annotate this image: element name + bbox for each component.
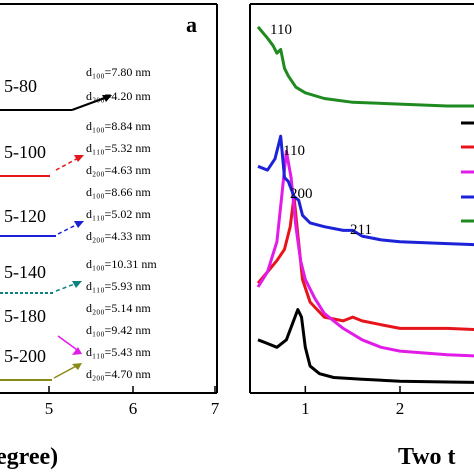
sample-5-140: 5-140 d₁₀₀=10.31 nm d₁₁₀=5.93 nm [0,257,157,294]
panel-b-xtick-label: 1 [301,399,310,418]
sample-5-80: 5-80 d₁₀₀=7.80 nm d₂₀₀=4.20 nm [0,65,151,111]
panel-b-lines [256,25,474,384]
sample-label: 5-80 [4,76,37,96]
d-spacing-label: d₁₁₀=5.43 nm [86,345,151,359]
arrow-head [102,95,112,102]
sample-label: 5-120 [4,206,46,226]
panel-a-xtick-5: 5 [45,399,54,418]
series-line-0 [257,308,474,384]
d-spacing-label: d₁₀₀=9.42 nm [86,323,151,337]
arrow-head [74,155,84,162]
peak-label-200: 200 [290,186,313,202]
sample-label: 5-180 [4,306,46,326]
sample-5-100: 5-100 d₁₀₀=8.84 nm d₁₁₀=5.32 nm d₂₀₀=4.6… [0,119,151,177]
d-spacing-label: d₂₀₀=4.33 nm [86,229,151,243]
d-spacing-label: d₂₀₀=5.14 nm [86,301,151,315]
annotation-arrow [71,95,111,111]
d-spacing-label: d₁₀₀=8.66 nm [86,185,151,199]
panel-b-xtick-label: 2 [396,399,405,418]
sample-label: 5-100 [4,142,46,162]
sample-5-120: 5-120 d₁₀₀=8.66 nm d₁₁₀=5.02 nm d₂₀₀=4.3… [0,185,151,243]
d-spacing-label: d₁₁₀=5.02 nm [86,207,151,221]
panel-a-xtick-7: 7 [211,399,220,418]
d-spacing-label: d₁₀₀=8.84 nm [86,119,151,133]
series-line-3 [257,134,474,247]
sample-5-180: 5-180 d₂₀₀=5.14 nm d₁₀₀=9.42 nm [4,301,151,355]
d-spacing-label: d₁₀₀=7.80 nm [86,65,151,79]
arrow-head [72,347,82,355]
series-line-4 [256,25,474,108]
peak-label-110-blue: 110 [283,143,305,159]
legend [461,121,474,223]
panel-a-xtick-6: 6 [129,399,138,418]
d-spacing-label: d₁₁₀=5.93 nm [86,279,151,293]
sample-label: 5-200 [4,346,46,366]
d-spacing-label: d₁₀₀=10.31 nm [86,257,157,271]
panel-a-letter: a [186,12,197,37]
series-line-2 [256,149,474,358]
panel-a-x-axis-label: egree) [0,444,58,470]
peak-label-211: 211 [350,222,372,238]
arrow-head [72,363,82,370]
d-spacing-label: d₁₁₀=5.32 nm [86,141,151,155]
d-spacing-label: d₂₀₀=4.70 nm [86,367,151,381]
sample-label: 5-140 [4,262,46,282]
arrow-head [74,221,84,228]
d-spacing-label: d₂₀₀=4.63 nm [86,163,151,177]
series-line-1 [256,195,474,331]
panel-a: 5 6 7 egree) a 5-80 d₁₀₀=7.80 nm d₂₀₀=4.… [0,3,220,470]
peak-label-110-green: 110 [270,22,292,38]
panel-b-x-axis-label: Two t [398,444,456,470]
arrow-head [72,281,82,288]
sample-5-200: 5-200 d₁₁₀=5.43 nm d₂₀₀=4.70 nm [0,345,151,381]
